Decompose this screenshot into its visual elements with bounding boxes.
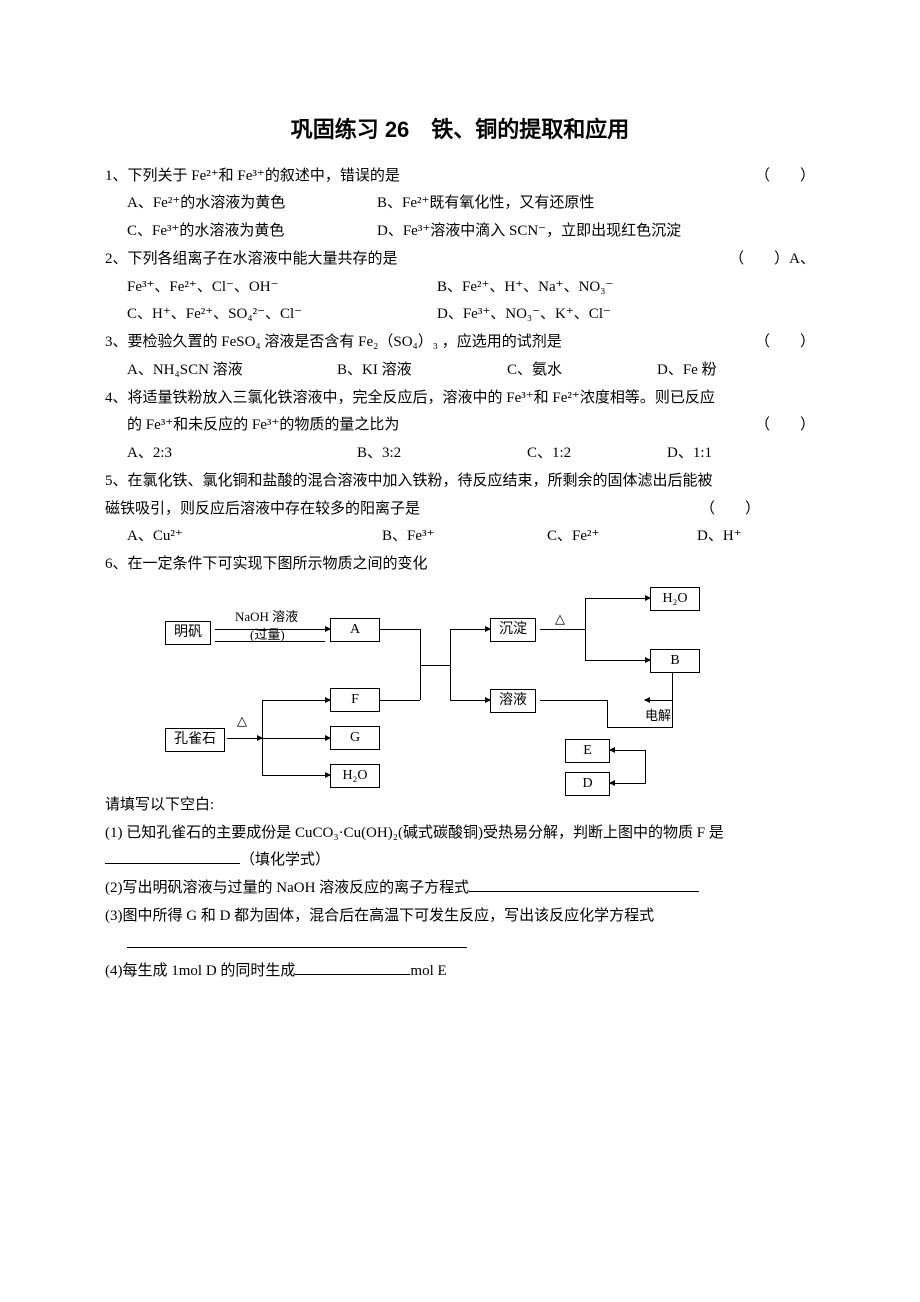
q6-p1a: (1) 已知孔雀石的主要成份是 CuCO₃·Cu(OH)₂(碱式碳酸铜)受热易分… <box>105 820 815 848</box>
q1-b: B、Fe²⁺既有氧化性，又有还原性 <box>377 190 594 218</box>
q2-c: C、H⁺、Fe²⁺、SO₄²⁻、Cl⁻ <box>127 301 437 329</box>
flow-diagram: 明矾 NaOH 溶液 (过量) A 孔雀石 △ F G H₂O 沉淀 溶液 △ … <box>165 585 725 790</box>
node-D: D <box>565 772 610 796</box>
q3-b: B、KI 溶液 <box>337 357 507 385</box>
q3-c: C、氨水 <box>507 357 657 385</box>
lbl-dianjie: 电解 <box>645 708 671 724</box>
q2-d: D、Fe³⁺、NO₃⁻、K⁺、Cl⁻ <box>437 301 611 329</box>
q5-line1: 5、在氯化铁、氯化铜和盐酸的混合溶液中加入铁粉，待反应结束，所剩余的固体滤出后能… <box>105 468 815 496</box>
q5-a: A、Cu²⁺ <box>127 523 382 551</box>
q4-d: D、1:1 <box>667 440 712 468</box>
node-B: B <box>650 649 700 673</box>
q4-c: C、1:2 <box>527 440 667 468</box>
q6-prompt: 请填写以下空白: <box>105 792 815 820</box>
q5-c: C、Fe²⁺ <box>547 523 697 551</box>
q3-bracket: （ ） <box>755 329 815 357</box>
node-kongque: 孔雀石 <box>165 728 225 752</box>
q6-p3-blank <box>105 931 815 959</box>
node-E: E <box>565 739 610 763</box>
q2-options-1: Fe³⁺、Fe²⁺、Cl⁻、OH⁻ B、Fe²⁺、H⁺、Na⁺、NO₃⁻ <box>105 274 815 302</box>
lbl-delta1: △ <box>237 713 247 729</box>
q2: 2、下列各组离子在水溶液中能大量共存的是 （ ）A、 <box>105 246 815 274</box>
q5-bracket: （ ） <box>700 496 760 524</box>
q6-stem: 6、在一定条件下可实现下图所示物质之间的变化 <box>105 551 815 579</box>
q2-b: B、Fe²⁺、H⁺、Na⁺、NO₃⁻ <box>437 274 613 302</box>
node-F: F <box>330 688 380 712</box>
q3-a: A、NH₄SCN 溶液 <box>127 357 337 385</box>
q5-d: D、H⁺ <box>697 523 742 551</box>
q4-options: A、2:3 B、3:2 C、1:2 D、1:1 <box>105 440 815 468</box>
q4-line2: 的 Fe³⁺和未反应的 Fe³⁺的物质的量之比为 （ ） <box>105 412 815 440</box>
q2-stem: 2、下列各组离子在水溶液中能大量共存的是 <box>105 251 398 267</box>
q5-b: B、Fe³⁺ <box>382 523 547 551</box>
q3-stem: 3、要检验久置的 FeSO₄ 溶液是否含有 Fe₂（SO₄）₃ ，应选用的试剂是 <box>105 334 562 350</box>
q5-options: A、Cu²⁺ B、Fe³⁺ C、Fe²⁺ D、H⁺ <box>105 523 815 551</box>
q4-stem2: 的 Fe³⁺和未反应的 Fe³⁺的物质的量之比为 <box>127 417 399 433</box>
node-G: G <box>330 726 380 750</box>
q4-bracket: （ ） <box>755 412 815 440</box>
q3: 3、要检验久置的 FeSO₄ 溶液是否含有 Fe₂（SO₄）₃ ，应选用的试剂是… <box>105 329 815 357</box>
q3-options: A、NH₄SCN 溶液 B、KI 溶液 C、氨水 D、Fe 粉 <box>105 357 815 385</box>
q4-b: B、3:2 <box>357 440 527 468</box>
q4-a: A、2:3 <box>127 440 357 468</box>
q2-options-2: C、H⁺、Fe²⁺、SO₄²⁻、Cl⁻ D、Fe³⁺、NO₃⁻、K⁺、Cl⁻ <box>105 301 815 329</box>
node-H2O-left: H₂O <box>330 764 380 788</box>
q6-p4: (4)每生成 1mol D 的同时生成mol E <box>105 958 815 986</box>
node-rongye: 溶液 <box>490 689 536 713</box>
node-A: A <box>330 618 380 642</box>
q3-d: D、Fe 粉 <box>657 357 717 385</box>
q6-p1b: （填化学式） <box>105 847 815 875</box>
q5-stem2: 磁铁吸引，则反应后溶液中存在较多的阳离子是 <box>105 501 420 517</box>
q1-a: A、Fe²⁺的水溶液为黄色 <box>127 190 377 218</box>
q5-line2: 磁铁吸引，则反应后溶液中存在较多的阳离子是 （ ） <box>105 496 815 524</box>
node-chendian: 沉淀 <box>490 618 536 642</box>
lbl-naoh: NaOH 溶液 <box>235 609 298 625</box>
q1-c: C、Fe³⁺的水溶液为黄色 <box>127 218 377 246</box>
lbl-delta2: △ <box>555 611 565 627</box>
node-H2O-top: H₂O <box>650 587 700 611</box>
q1-bracket: （ ） <box>755 163 815 191</box>
q1-options-1: A、Fe²⁺的水溶液为黄色 B、Fe²⁺既有氧化性，又有还原性 <box>105 190 815 218</box>
q1: 1、下列关于 Fe²⁺和 Fe³⁺的叙述中，错误的是 （ ） <box>105 163 815 191</box>
q4-line1: 4、将适量铁粉放入三氯化铁溶液中，完全反应后，溶液中的 Fe³⁺和 Fe²⁺浓度… <box>105 385 815 413</box>
q2-a: Fe³⁺、Fe²⁺、Cl⁻、OH⁻ <box>127 274 437 302</box>
q1-options-2: C、Fe³⁺的水溶液为黄色 D、Fe³⁺溶液中滴入 SCN⁻，立即出现红色沉淀 <box>105 218 815 246</box>
page-title: 巩固练习 26 铁、铜的提取和应用 <box>105 110 815 151</box>
q6-p3: (3)图中所得 G 和 D 都为固体，混合后在高温下可发生反应，写出该反应化学方… <box>105 903 815 931</box>
q6-p2: (2)写出明矾溶液与过量的 NaOH 溶液反应的离子方程式 <box>105 875 815 903</box>
q1-stem: 1、下列关于 Fe²⁺和 Fe³⁺的叙述中，错误的是 <box>105 168 400 184</box>
q2-bracket: （ ）A、 <box>729 246 815 274</box>
q1-d: D、Fe³⁺溶液中滴入 SCN⁻，立即出现红色沉淀 <box>377 218 681 246</box>
node-mingfan: 明矾 <box>165 621 211 645</box>
